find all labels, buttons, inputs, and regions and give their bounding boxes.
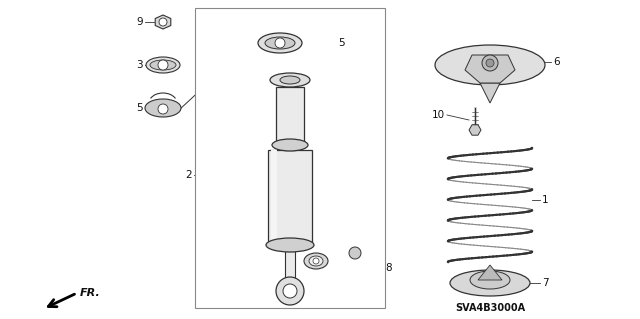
Circle shape	[275, 38, 285, 48]
Text: 1: 1	[542, 195, 548, 205]
Text: 10: 10	[432, 110, 445, 120]
Bar	[271, 150, 277, 245]
Text: 3: 3	[136, 60, 143, 70]
Text: 9: 9	[136, 17, 143, 27]
Ellipse shape	[270, 73, 310, 87]
Ellipse shape	[435, 45, 545, 85]
Ellipse shape	[272, 139, 308, 151]
Circle shape	[159, 18, 167, 26]
Ellipse shape	[146, 57, 180, 73]
Circle shape	[313, 258, 319, 264]
Text: 8: 8	[385, 263, 392, 273]
Ellipse shape	[304, 253, 328, 269]
Bar	[195, 8, 385, 308]
Text: 2: 2	[186, 170, 192, 180]
Circle shape	[482, 55, 498, 71]
Polygon shape	[469, 125, 481, 135]
Text: 4: 4	[303, 240, 310, 250]
Ellipse shape	[280, 76, 300, 84]
Ellipse shape	[470, 271, 510, 289]
Ellipse shape	[266, 238, 314, 252]
Polygon shape	[465, 55, 515, 83]
Polygon shape	[478, 265, 502, 280]
Circle shape	[158, 60, 168, 70]
Text: 5: 5	[136, 103, 143, 113]
Polygon shape	[480, 83, 500, 103]
Text: 7: 7	[542, 278, 548, 288]
Ellipse shape	[258, 33, 302, 53]
Bar	[268, 150, 312, 245]
Bar	[276, 87, 304, 145]
Text: FR.: FR.	[80, 288, 100, 298]
Circle shape	[486, 59, 494, 67]
Text: SVA4B3000A: SVA4B3000A	[455, 303, 525, 313]
Circle shape	[158, 104, 168, 114]
Circle shape	[283, 284, 297, 298]
Text: 5: 5	[338, 38, 344, 48]
Text: 6: 6	[553, 57, 559, 67]
Ellipse shape	[150, 60, 176, 70]
Ellipse shape	[450, 270, 530, 296]
Ellipse shape	[145, 99, 181, 117]
Circle shape	[349, 247, 361, 259]
Ellipse shape	[309, 256, 323, 266]
Ellipse shape	[265, 37, 295, 49]
Polygon shape	[156, 15, 171, 29]
Circle shape	[276, 277, 304, 305]
Bar	[285, 251, 295, 278]
